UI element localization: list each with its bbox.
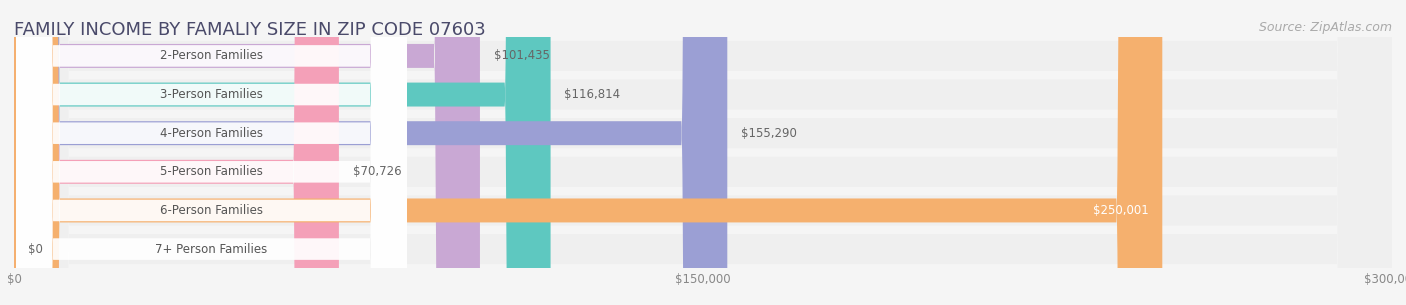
FancyBboxPatch shape: [14, 0, 479, 305]
Text: $250,001: $250,001: [1092, 204, 1149, 217]
Text: 3-Person Families: 3-Person Families: [160, 88, 263, 101]
FancyBboxPatch shape: [14, 0, 1392, 305]
Text: FAMILY INCOME BY FAMALIY SIZE IN ZIP CODE 07603: FAMILY INCOME BY FAMALIY SIZE IN ZIP COD…: [14, 21, 486, 39]
Text: 5-Person Families: 5-Person Families: [160, 165, 263, 178]
FancyBboxPatch shape: [17, 0, 406, 305]
FancyBboxPatch shape: [14, 0, 339, 305]
FancyBboxPatch shape: [14, 0, 727, 305]
FancyBboxPatch shape: [17, 0, 406, 305]
Text: 2-Person Families: 2-Person Families: [160, 49, 263, 63]
Text: $101,435: $101,435: [494, 49, 550, 63]
FancyBboxPatch shape: [14, 0, 551, 305]
FancyBboxPatch shape: [14, 0, 1392, 305]
Text: 4-Person Families: 4-Person Families: [160, 127, 263, 140]
FancyBboxPatch shape: [14, 0, 1392, 305]
FancyBboxPatch shape: [14, 0, 1163, 305]
Text: $116,814: $116,814: [564, 88, 620, 101]
FancyBboxPatch shape: [17, 0, 406, 305]
FancyBboxPatch shape: [17, 0, 406, 305]
FancyBboxPatch shape: [14, 0, 1392, 305]
Text: Source: ZipAtlas.com: Source: ZipAtlas.com: [1258, 21, 1392, 34]
Text: $70,726: $70,726: [353, 165, 401, 178]
FancyBboxPatch shape: [14, 0, 1392, 305]
FancyBboxPatch shape: [14, 0, 1392, 305]
Text: 7+ Person Families: 7+ Person Families: [156, 242, 267, 256]
FancyBboxPatch shape: [17, 0, 406, 305]
Text: $155,290: $155,290: [741, 127, 797, 140]
Text: $0: $0: [28, 242, 42, 256]
Text: 6-Person Families: 6-Person Families: [160, 204, 263, 217]
FancyBboxPatch shape: [17, 0, 406, 305]
